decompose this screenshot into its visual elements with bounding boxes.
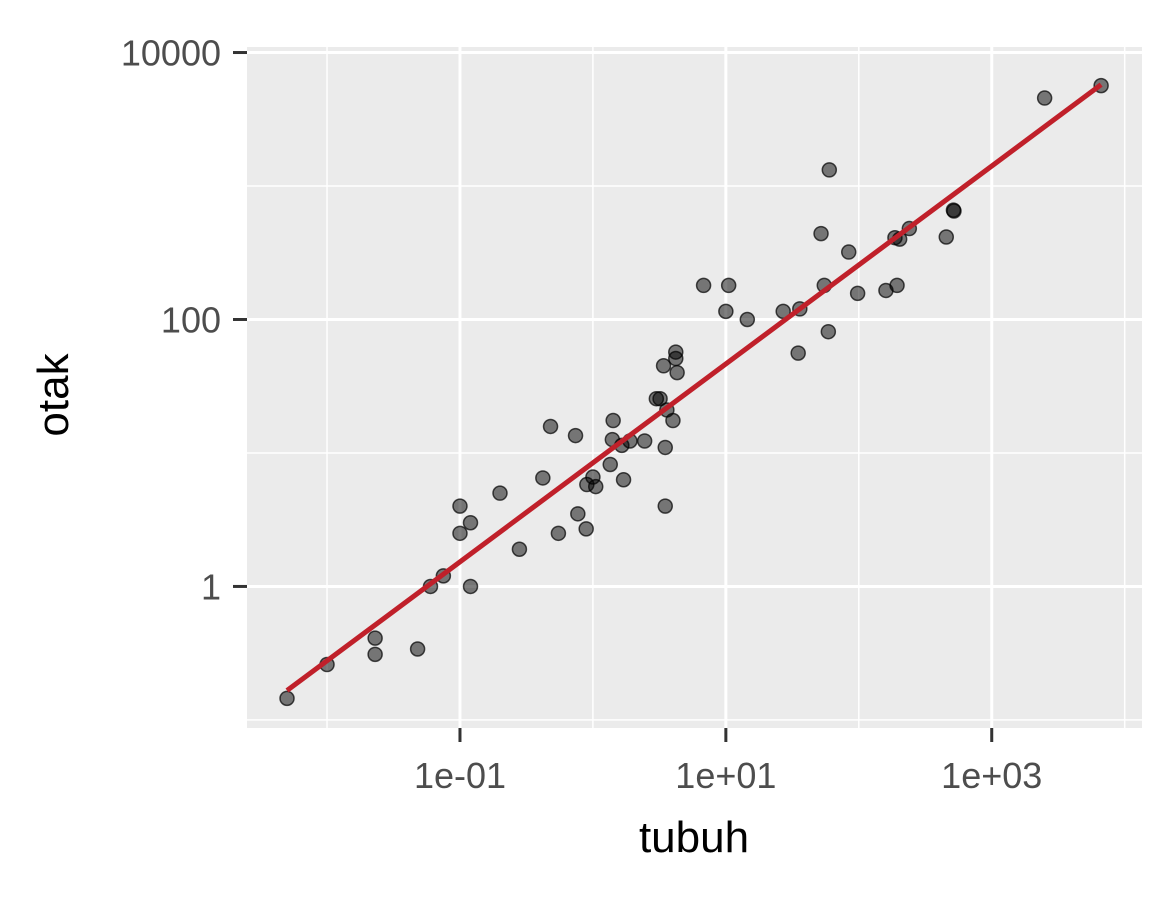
point — [452, 498, 468, 514]
point — [409, 641, 426, 657]
point — [279, 690, 295, 707]
point — [587, 478, 604, 495]
point — [938, 229, 955, 245]
point — [695, 277, 712, 294]
point — [578, 521, 594, 537]
point — [739, 311, 756, 328]
point — [636, 433, 653, 449]
y-tick-label: 10000 — [121, 33, 221, 74]
point — [720, 277, 737, 294]
point — [602, 456, 618, 473]
point — [840, 244, 857, 260]
point — [1036, 90, 1053, 106]
point — [655, 358, 672, 374]
point — [511, 541, 528, 557]
point — [657, 498, 673, 514]
point — [668, 350, 684, 367]
x-tick-label: 1e-01 — [414, 755, 506, 796]
point — [492, 485, 508, 501]
point — [567, 427, 584, 444]
point — [462, 515, 479, 531]
point — [367, 630, 383, 646]
point — [718, 303, 734, 320]
y-axis-title: otak — [29, 352, 78, 436]
fit-line — [285, 82, 1103, 693]
point — [820, 323, 837, 340]
point — [669, 364, 685, 381]
point — [550, 525, 567, 542]
point — [570, 506, 586, 522]
point — [813, 225, 829, 242]
point — [665, 412, 681, 429]
point — [849, 285, 866, 302]
point — [790, 345, 806, 361]
point — [535, 470, 551, 486]
point — [821, 162, 838, 178]
point — [605, 412, 621, 429]
x-tick-label: 1e+03 — [941, 755, 1042, 796]
y-tick-label: 1 — [201, 566, 221, 607]
point — [542, 418, 559, 435]
point — [946, 203, 962, 219]
point — [615, 472, 632, 488]
point — [652, 390, 668, 407]
x-tick-label: 1e+01 — [675, 755, 776, 796]
point — [367, 646, 383, 663]
x-axis-title: tubuh — [639, 813, 749, 862]
y-tick-label: 100 — [161, 299, 221, 340]
point — [889, 277, 905, 294]
point — [462, 578, 479, 595]
point — [452, 525, 468, 542]
point — [657, 439, 673, 456]
